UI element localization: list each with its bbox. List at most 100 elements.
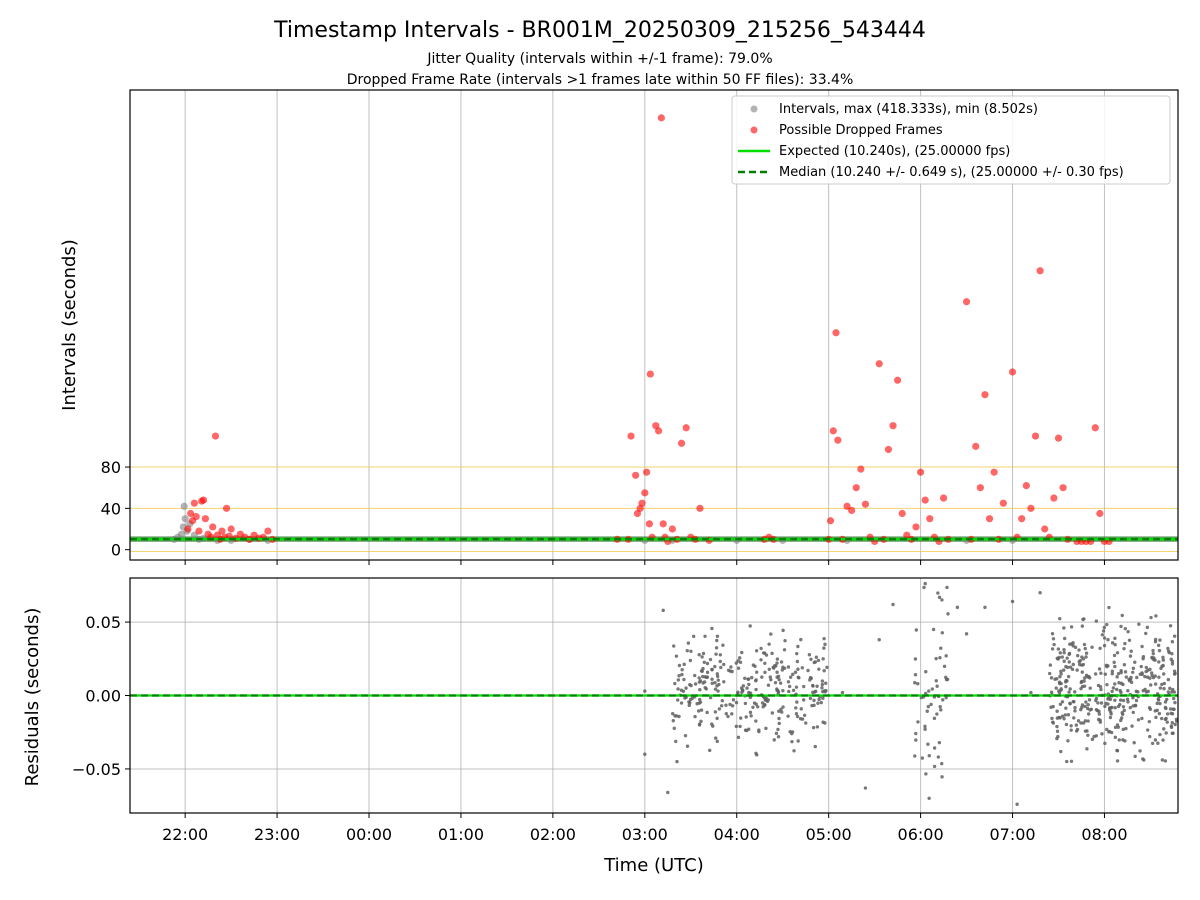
- residual-point-534: [1144, 690, 1149, 694]
- residual-point-676: [1077, 648, 1081, 652]
- interval-point-5: [180, 502, 188, 510]
- residual-point-124: [754, 719, 758, 723]
- dropped-frame-point-32: [632, 471, 640, 479]
- residual-point-761: [1051, 720, 1055, 724]
- residual-point-815: [1038, 590, 1042, 595]
- residual-point-210: [816, 658, 821, 663]
- residual-point-708: [1050, 716, 1054, 721]
- residual-point-294: [698, 700, 703, 704]
- chart-subtitle-dropped: Dropped Frame Rate (intervals >1 frames …: [347, 72, 854, 88]
- residual-point-315: [699, 669, 704, 673]
- residual-point-746: [1090, 645, 1094, 649]
- residual-point-298: [751, 705, 755, 709]
- residual-point-571: [1063, 713, 1068, 717]
- dropped-frame-point-60: [829, 427, 837, 435]
- residual-point-453: [1120, 613, 1124, 618]
- residual-point-13: [780, 710, 784, 714]
- residual-point-525: [1098, 685, 1103, 689]
- residual-point-796: [1054, 686, 1058, 690]
- residual-point-17: [796, 667, 800, 671]
- residual-point-284: [693, 673, 697, 678]
- residual-point-26: [684, 686, 688, 690]
- residual-point-113: [696, 709, 701, 713]
- residual-point-426: [1172, 690, 1177, 694]
- residual-point-576: [1139, 664, 1143, 669]
- residual-point-707: [1100, 732, 1104, 736]
- residual-point-638: [1159, 716, 1164, 721]
- residual-point-685: [1172, 707, 1176, 712]
- residual-point-32: [775, 657, 780, 661]
- residual-point-527: [1140, 672, 1144, 676]
- residual-point-268: [726, 668, 731, 673]
- residual-point-748: [1113, 735, 1118, 740]
- residual-point-117: [779, 660, 784, 664]
- interval-point-2: [177, 530, 186, 538]
- residual-point-791: [1064, 678, 1068, 683]
- residual-point-812: [1010, 599, 1015, 604]
- residual-point-100: [796, 739, 800, 743]
- dropped-frame-point-92: [985, 515, 994, 523]
- residual-point-313: [770, 711, 775, 715]
- residual-point-197: [738, 656, 742, 660]
- residual-point-488: [1068, 687, 1072, 691]
- xtick-label-1: 23:00: [254, 825, 300, 844]
- residual-point-195: [744, 715, 748, 719]
- residual-point-561: [1106, 697, 1110, 701]
- residual-point-599: [1056, 647, 1061, 651]
- residual-point-736: [1072, 716, 1076, 720]
- residual-point-73: [795, 700, 799, 704]
- residual-point-43: [685, 648, 689, 653]
- residual-point-265: [775, 687, 779, 691]
- residual-point-786: [1068, 642, 1072, 646]
- residual-point-320: [932, 746, 937, 750]
- residual-point-125: [764, 726, 768, 731]
- residual-point-704: [1073, 709, 1077, 713]
- residual-point-724: [1168, 624, 1173, 628]
- residual-point-258: [781, 688, 785, 693]
- residual-point-663: [1148, 667, 1152, 672]
- dropped-frame-point-51: [696, 504, 704, 512]
- residual-point-804: [661, 608, 665, 613]
- residual-point-612: [1148, 676, 1152, 680]
- residual-point-3: [794, 712, 799, 716]
- residual-point-312: [677, 714, 681, 719]
- residual-point-577: [1079, 721, 1083, 725]
- dropped-frame-point-17: [222, 504, 231, 512]
- residual-point-672: [1165, 712, 1170, 716]
- residual-point-575: [1170, 651, 1174, 656]
- residual-point-601: [1080, 684, 1085, 689]
- residual-point-710: [1168, 707, 1173, 711]
- residual-point-148: [825, 665, 829, 670]
- residual-point-773: [1135, 675, 1139, 680]
- dropped-frame-point-5: [195, 527, 203, 535]
- residual-point-565: [1055, 729, 1060, 733]
- residual-point-684: [1062, 636, 1067, 641]
- dropped-frame-point-100: [1027, 504, 1035, 512]
- residual-point-660: [1165, 720, 1169, 724]
- residual-point-47: [779, 707, 783, 711]
- residual-point-215: [815, 725, 820, 729]
- residual-point-232: [734, 700, 739, 705]
- residual-point-164: [801, 698, 806, 702]
- residual-point-283: [821, 720, 825, 724]
- residual-point-677: [1050, 632, 1055, 636]
- residual-point-340: [925, 709, 929, 713]
- residual-point-297: [795, 714, 800, 719]
- residual-point-552: [1144, 665, 1149, 670]
- residual-point-289: [690, 696, 695, 700]
- residual-point-114: [811, 683, 815, 688]
- residual-point-739: [1124, 726, 1128, 731]
- residual-point-244: [672, 644, 676, 648]
- dropped-frame-point-103: [1041, 525, 1049, 533]
- residual-point-189: [743, 701, 748, 706]
- legend-label-median: Median (10.240 +/- 0.649 s), (25.00000 +…: [779, 165, 1124, 180]
- chart-subtitle-jitter: Jitter Quality (intervals within +/-1 fr…: [426, 51, 772, 67]
- residual-point-146: [748, 624, 752, 628]
- residual-point-598: [1062, 668, 1066, 672]
- dropped-frame-point-47: [677, 439, 686, 447]
- dropped-frame-point-106: [1054, 434, 1063, 442]
- residual-point-384: [1065, 759, 1069, 764]
- residual-point-755: [1157, 711, 1162, 716]
- residual-point-504: [1079, 707, 1083, 712]
- residual-point-55: [697, 652, 701, 657]
